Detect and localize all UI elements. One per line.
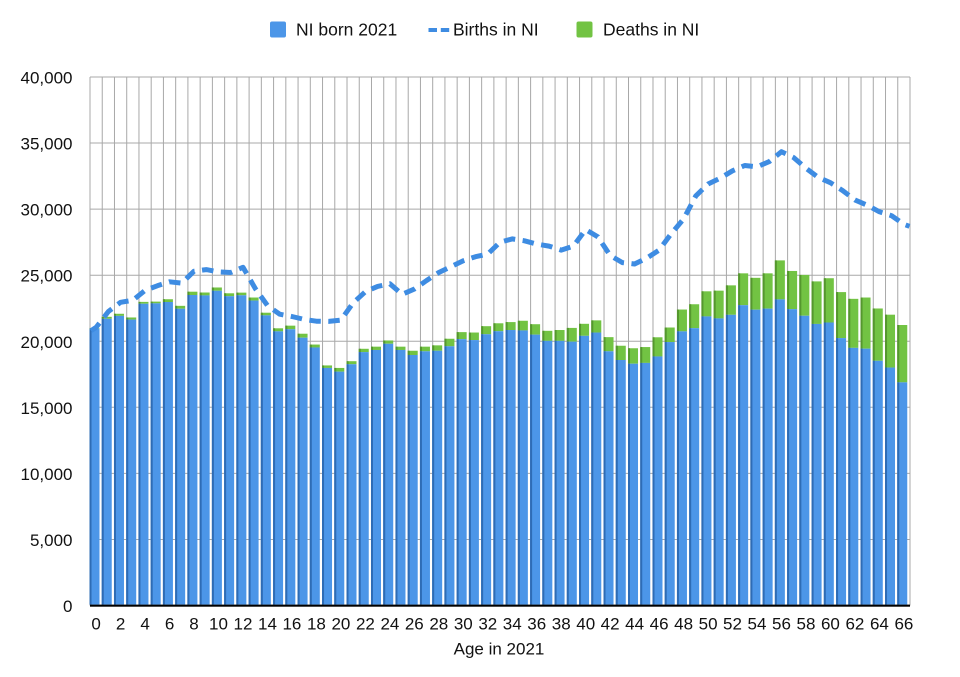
svg-text:46: 46: [650, 614, 669, 633]
svg-text:26: 26: [405, 614, 424, 633]
svg-text:0: 0: [91, 614, 100, 633]
svg-text:18: 18: [307, 614, 326, 633]
svg-text:30: 30: [454, 614, 473, 633]
svg-text:48: 48: [674, 614, 693, 633]
svg-text:20,000: 20,000: [21, 333, 73, 352]
svg-text:Births in NI: Births in NI: [453, 20, 539, 40]
svg-text:Age in 2021: Age in 2021: [454, 640, 545, 659]
svg-text:56: 56: [772, 614, 791, 633]
svg-text:58: 58: [797, 614, 816, 633]
svg-text:14: 14: [258, 614, 277, 633]
svg-text:16: 16: [282, 614, 301, 633]
svg-text:28: 28: [429, 614, 448, 633]
svg-text:Deaths in NI: Deaths in NI: [603, 20, 699, 40]
svg-text:34: 34: [503, 614, 522, 633]
svg-text:42: 42: [601, 614, 620, 633]
svg-text:4: 4: [140, 614, 149, 633]
svg-text:24: 24: [380, 614, 399, 633]
svg-text:36: 36: [527, 614, 546, 633]
svg-text:6: 6: [165, 614, 174, 633]
svg-text:66: 66: [894, 614, 913, 633]
svg-text:40: 40: [576, 614, 595, 633]
svg-text:10: 10: [209, 614, 228, 633]
svg-text:8: 8: [189, 614, 198, 633]
svg-text:20: 20: [331, 614, 350, 633]
svg-text:52: 52: [723, 614, 742, 633]
svg-text:15,000: 15,000: [21, 399, 73, 418]
svg-text:5,000: 5,000: [30, 531, 73, 550]
svg-text:32: 32: [478, 614, 497, 633]
svg-text:22: 22: [356, 614, 375, 633]
svg-text:10,000: 10,000: [21, 465, 73, 484]
svg-text:25,000: 25,000: [21, 267, 73, 286]
svg-text:44: 44: [625, 614, 644, 633]
svg-text:12: 12: [234, 614, 253, 633]
svg-text:40,000: 40,000: [21, 69, 73, 88]
svg-text:38: 38: [552, 614, 571, 633]
svg-text:2: 2: [116, 614, 125, 633]
svg-text:62: 62: [845, 614, 864, 633]
svg-text:50: 50: [699, 614, 718, 633]
svg-text:54: 54: [748, 614, 767, 633]
svg-text:64: 64: [870, 614, 889, 633]
svg-text:30,000: 30,000: [21, 201, 73, 220]
svg-text:35,000: 35,000: [21, 135, 73, 154]
svg-text:60: 60: [821, 614, 840, 633]
svg-text:0: 0: [63, 597, 72, 616]
svg-text:NI born 2021: NI born 2021: [296, 20, 397, 40]
